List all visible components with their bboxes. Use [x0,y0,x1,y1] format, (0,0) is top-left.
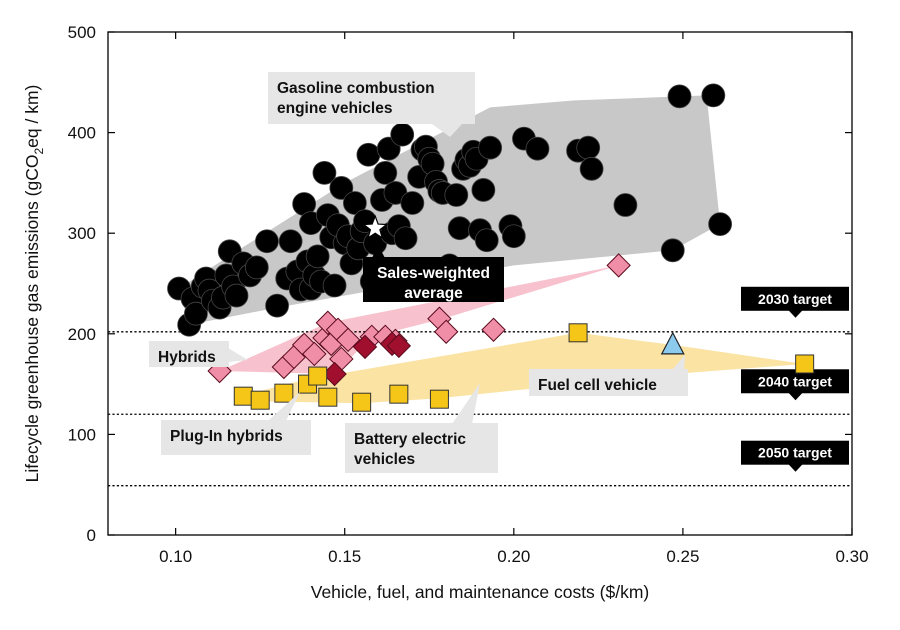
plugin-callout-line: Plug-In hybrids [170,428,283,445]
gasoline-point [391,123,414,146]
gasoline-point [306,245,329,268]
gasoline-point [661,239,684,262]
y-axis-title: Lifecycle greenhouse gas emissions (gCO2… [22,85,46,483]
battery_electric-point [569,324,587,342]
battery_electric-point [319,388,337,406]
target-label-text: 2050 target [758,445,832,461]
y-tick-label: 500 [68,23,96,42]
gasoline-point [577,136,600,159]
gasoline-point [323,274,346,297]
fuelcell-callout-line: Fuel cell vehicle [538,377,657,394]
hybrids-callout-pointer [228,348,248,362]
gasoline-point [255,230,278,253]
battery_electric-point [430,390,448,408]
gasoline-point [357,143,380,166]
target-label-0: 2030 target [741,287,849,318]
battery_electric-point [275,384,293,402]
sales-weighted-callout-line: average [404,285,463,302]
gasoline-point [445,183,468,206]
x-axis-title: Vehicle, fuel, and maintenance costs ($/… [311,582,650,602]
gasoline-point [668,85,691,108]
hybrids-callout-line: Hybrids [158,349,216,366]
gasoline-point [394,227,417,250]
target-label-text: 2040 target [758,373,832,389]
gasoline-point [448,217,471,240]
target-label-pointer [788,310,803,318]
target-label-pointer [788,464,803,472]
hybrids-callout: Hybrids [149,341,248,367]
sales-weighted-callout-line: Sales-weighted [377,265,490,282]
target-label-text: 2030 target [758,291,832,307]
hybrid-point [482,318,505,341]
x-tick-label: 0.30 [835,547,868,566]
gasoline-callout-line: Gasoline combustion [277,80,435,97]
gasoline-point [279,230,302,253]
y-axis-title-main: Lifecycle greenhouse gas emissions (gCO [22,155,42,483]
fuel_cell-point [662,333,684,354]
y-tick-label: 200 [68,325,96,344]
battery_electric-point [251,391,269,409]
gasoline-point [472,178,495,201]
gasoline-point [614,194,637,217]
y-axis-title-rest: eq / km) [22,85,42,148]
gasoline-point [374,161,397,184]
gasoline-point [702,84,725,107]
hybrid-point [607,254,630,277]
gasoline-callout-line: engine vehicles [277,100,392,117]
y-tick-label: 0 [87,526,96,545]
gasoline-point [401,192,424,215]
gasoline-point [526,137,549,160]
battery_electric-point [309,367,327,385]
battery_electric-point [234,387,252,405]
x-tick-label: 0.20 [497,547,530,566]
battery_electric-point [796,355,814,373]
gasoline-point [245,256,268,279]
gasoline-callout: Gasoline combustion engine vehicles [268,72,475,137]
y-tick-label: 300 [68,224,96,243]
gasoline-point [475,229,498,252]
gasoline-point [266,294,289,317]
y-tick-label: 100 [68,425,96,444]
x-tick-label: 0.10 [159,547,192,566]
target-label-1: 2040 target [741,369,849,400]
battery_electric-point [390,385,408,403]
battery_electric-point [353,393,371,411]
gasoline-point [225,284,248,307]
gasoline-point [709,213,732,236]
target-label-pointer [788,392,803,400]
gasoline-point [479,136,502,159]
gasoline-point [580,157,603,180]
y-tick-label: 400 [68,124,96,143]
gasoline-point [502,225,525,248]
target-label-2: 2050 target [741,441,849,472]
bev-callout-line: Battery electric [354,431,466,448]
scatter-chart: 2030 target 2040 target 2050 target Gasoli… [0,0,900,630]
x-tick-label: 0.25 [666,547,699,566]
x-tick-label: 0.15 [328,547,361,566]
bev-callout-line: vehicles [354,451,415,468]
